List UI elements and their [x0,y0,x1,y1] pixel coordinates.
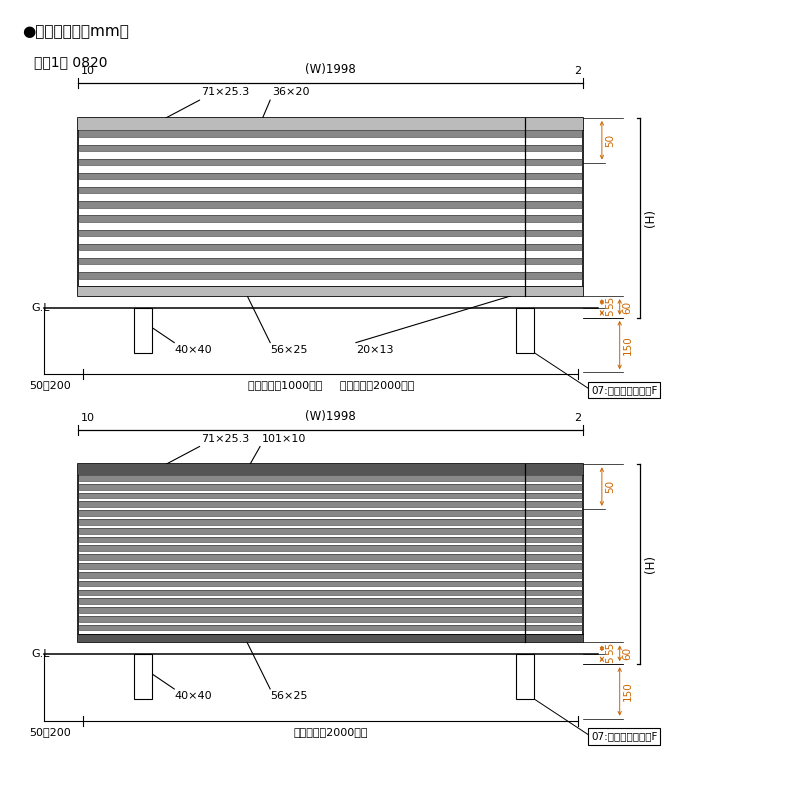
Text: 図は1型 0820: 図は1型 0820 [34,56,107,70]
Text: (W)1998: (W)1998 [306,410,356,422]
Text: G.L: G.L [31,650,50,659]
Text: 71×25.3: 71×25.3 [202,434,250,443]
Text: 2: 2 [574,66,581,77]
Bar [79,607,582,613]
Bar [79,510,582,516]
Bar [79,572,582,578]
Bar [79,187,582,194]
Bar [516,654,534,699]
Text: 40×40: 40×40 [174,691,212,701]
Bar [79,616,582,622]
Bar [79,598,582,604]
Bar [79,590,582,595]
Bar [79,502,582,507]
Bar [79,215,582,222]
Text: G.L: G.L [31,303,50,313]
Text: 20×13: 20×13 [356,345,394,354]
Text: 55: 55 [605,295,615,309]
Text: 36×20: 36×20 [272,87,310,97]
Bar [79,581,582,586]
Text: 07:アンダーカバーF: 07:アンダーカバーF [591,385,658,395]
Text: 71×25.3: 71×25.3 [202,87,250,97]
Text: 55: 55 [605,642,615,655]
Text: (H): (H) [645,209,658,227]
Text: (H): (H) [645,555,658,574]
Text: 101×10: 101×10 [262,434,306,443]
Bar [79,625,582,630]
Text: 5: 5 [605,310,615,316]
Text: 150: 150 [622,682,633,702]
Bar [78,464,583,642]
Bar [134,308,152,353]
Bar [79,244,582,250]
Text: 60: 60 [622,646,633,660]
Text: 50～200: 50～200 [29,726,70,737]
Bar [79,258,582,264]
Text: ●据付図（単位mm）: ●据付図（単位mm） [22,24,129,39]
Bar [79,519,582,525]
Bar [79,493,582,498]
Text: 40×40: 40×40 [174,345,212,354]
Bar [78,286,583,296]
Bar [79,537,582,542]
Bar [134,654,152,699]
Bar [79,563,582,569]
Text: 5: 5 [605,656,615,662]
Text: 10: 10 [80,66,94,77]
Text: (W)1998: (W)1998 [306,63,356,77]
Bar [79,484,582,490]
Bar [78,118,583,130]
Text: 10: 10 [80,413,94,422]
Text: 150: 150 [622,335,633,355]
Bar [516,308,534,353]
Bar [79,528,582,534]
Text: 50: 50 [605,134,615,146]
Text: 2: 2 [574,413,581,422]
Text: 07:アンダーカバーF: 07:アンダーカバーF [591,731,658,742]
Bar [78,118,583,296]
Bar [79,202,582,208]
Bar [79,173,582,179]
Bar [78,464,583,475]
Bar [79,230,582,236]
Bar [79,546,582,551]
Text: 支柱芯間隔2000以下: 支柱芯間隔2000以下 [294,726,368,737]
Text: 56×25: 56×25 [270,345,308,354]
Text: 60: 60 [622,301,633,314]
Bar [79,554,582,560]
Bar [79,158,582,165]
Text: 50: 50 [605,480,615,493]
Bar [79,145,582,151]
Bar [79,272,582,278]
Bar [79,130,582,137]
Bar [79,475,582,481]
Text: 50～200: 50～200 [29,380,70,390]
Bar [78,634,583,642]
Text: 56×25: 56×25 [270,691,308,701]
Text: 支柱芯間隔1000以下     支柱芯間隔2000以下: 支柱芯間隔1000以下 支柱芯間隔2000以下 [247,380,414,390]
